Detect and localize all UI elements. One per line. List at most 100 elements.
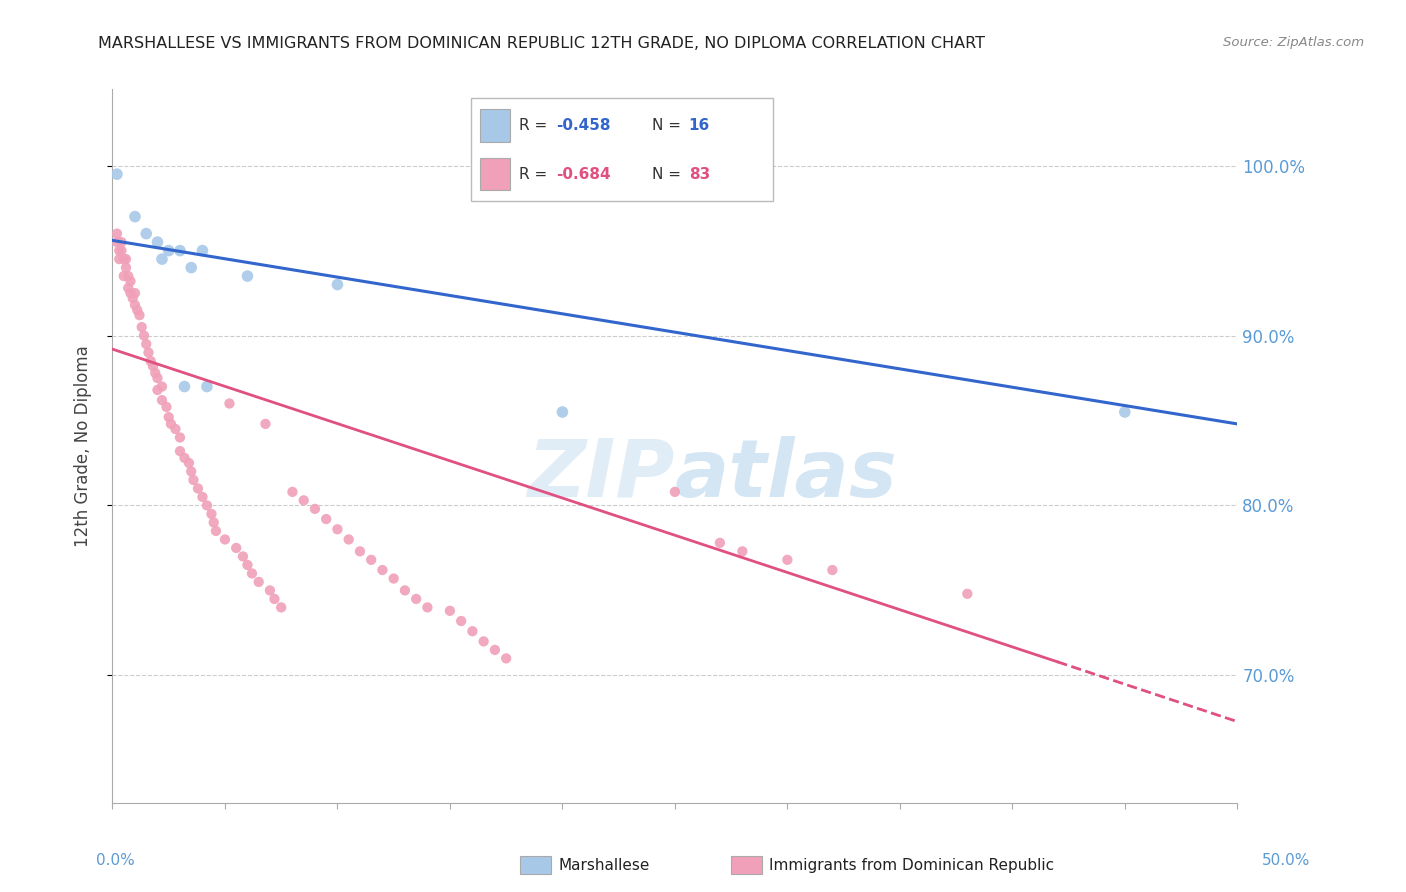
Point	[1114, 405, 1136, 419]
Point	[124, 286, 146, 301]
Text: R =: R =	[519, 167, 553, 182]
Point	[240, 566, 263, 581]
Point	[146, 235, 169, 249]
Text: N =: N =	[652, 119, 686, 133]
Point	[337, 533, 360, 547]
Point	[664, 484, 686, 499]
Point	[155, 400, 177, 414]
Point	[115, 252, 138, 266]
Point	[382, 572, 405, 586]
Point	[495, 651, 517, 665]
Point	[169, 444, 191, 458]
Point	[135, 227, 157, 241]
Point	[349, 544, 371, 558]
Point	[326, 277, 349, 292]
Point	[956, 587, 979, 601]
Point	[191, 490, 214, 504]
Point	[132, 328, 155, 343]
Text: 0.0%: 0.0%	[96, 854, 135, 868]
Point	[821, 563, 844, 577]
Point	[131, 320, 153, 334]
Point	[115, 260, 138, 275]
Point	[371, 563, 394, 577]
Point	[124, 210, 146, 224]
FancyBboxPatch shape	[471, 98, 773, 201]
Point	[169, 430, 191, 444]
Text: -0.458: -0.458	[555, 119, 610, 133]
FancyBboxPatch shape	[479, 158, 510, 190]
Text: 50.0%: 50.0%	[1263, 854, 1310, 868]
Point	[450, 614, 472, 628]
Point	[138, 345, 160, 359]
Point	[143, 366, 166, 380]
Point	[173, 379, 195, 393]
Point	[169, 244, 191, 258]
Point	[183, 473, 205, 487]
Point	[146, 371, 169, 385]
Point	[157, 410, 180, 425]
Point	[326, 522, 349, 536]
Text: N =: N =	[652, 167, 686, 182]
Text: MARSHALLESE VS IMMIGRANTS FROM DOMINICAN REPUBLIC 12TH GRADE, NO DIPLOMA CORRELA: MARSHALLESE VS IMMIGRANTS FROM DOMINICAN…	[98, 36, 986, 51]
Text: Immigrants from Dominican Republic: Immigrants from Dominican Republic	[769, 858, 1054, 872]
Point	[776, 553, 799, 567]
Text: -0.684: -0.684	[555, 167, 610, 182]
Text: 16: 16	[689, 119, 710, 133]
Point	[117, 281, 139, 295]
Point	[121, 291, 143, 305]
Text: Source: ZipAtlas.com: Source: ZipAtlas.com	[1223, 36, 1364, 49]
Text: 83: 83	[689, 167, 710, 182]
Text: R =: R =	[519, 119, 553, 133]
Point	[304, 501, 326, 516]
Point	[236, 269, 259, 284]
Point	[731, 544, 754, 558]
Point	[128, 308, 150, 322]
Point	[139, 354, 162, 368]
Point	[112, 252, 135, 266]
Point	[165, 422, 187, 436]
Y-axis label: 12th Grade, No Diploma: 12th Grade, No Diploma	[73, 345, 91, 547]
Text: Marshallese: Marshallese	[558, 858, 650, 872]
Point	[709, 536, 731, 550]
Point	[177, 456, 200, 470]
Point	[200, 507, 222, 521]
Point	[263, 591, 285, 606]
Point	[416, 600, 439, 615]
Point	[195, 379, 218, 393]
Text: ZIP: ZIP	[527, 435, 675, 514]
Point	[146, 383, 169, 397]
Point	[394, 583, 416, 598]
Point	[150, 379, 173, 393]
Point	[202, 516, 225, 530]
Point	[105, 235, 128, 249]
Point	[108, 252, 131, 266]
Point	[142, 359, 165, 373]
FancyBboxPatch shape	[479, 110, 510, 142]
Point	[247, 574, 270, 589]
Point	[105, 227, 128, 241]
Point	[254, 417, 277, 431]
Point	[218, 396, 240, 410]
Point	[117, 269, 139, 284]
Point	[236, 558, 259, 572]
Point	[191, 244, 214, 258]
Point	[551, 405, 574, 419]
Point	[105, 167, 128, 181]
Point	[214, 533, 236, 547]
Point	[173, 450, 195, 465]
Point	[120, 274, 142, 288]
Point	[112, 269, 135, 284]
Point	[484, 643, 506, 657]
Point	[225, 541, 247, 555]
Point	[108, 244, 131, 258]
Point	[315, 512, 337, 526]
Point	[195, 499, 218, 513]
Point	[160, 417, 183, 431]
Point	[180, 260, 202, 275]
Point	[124, 298, 146, 312]
Point	[120, 286, 142, 301]
Point	[270, 600, 292, 615]
Point	[135, 337, 157, 351]
Point	[259, 583, 281, 598]
Point	[360, 553, 382, 567]
